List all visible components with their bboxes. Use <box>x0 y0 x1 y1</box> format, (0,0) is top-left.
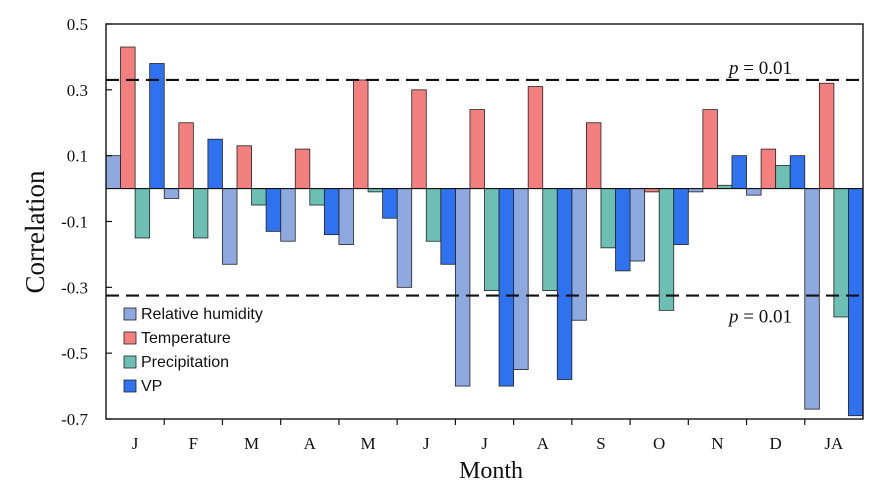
bar-precipitation-2 <box>192 188 209 239</box>
x-tick-label-12: D <box>770 434 782 453</box>
y-tick-label-6: -0.5 <box>61 344 88 363</box>
bar-temperature-12 <box>760 148 777 189</box>
bars-layer <box>105 46 864 417</box>
bar-relative-humidity-3 <box>222 188 238 265</box>
significance-label-value: = 0.01 <box>739 58 792 79</box>
bar-vp-12 <box>789 155 806 189</box>
x-tick-label-3: M <box>244 434 259 453</box>
y-axis-title: Correlation <box>20 170 50 293</box>
bar-precipitation-9 <box>600 188 616 249</box>
bar-relative-humidity-8 <box>513 188 529 371</box>
significance-label-value: = 0.01 <box>739 307 792 328</box>
x-tick-label-11: N <box>711 434 723 453</box>
y-tick-label-1: 0.5 <box>67 15 88 34</box>
bar-vp-13 <box>848 188 864 417</box>
y-tick-label-3: 0.1 <box>67 147 88 166</box>
bar-temperature-4 <box>294 148 311 189</box>
bar-precipitation-4 <box>309 188 325 206</box>
x-tick-label-9: S <box>596 434 605 453</box>
bar-relative-humidity-4 <box>280 188 296 242</box>
bar-temperature-9 <box>586 122 602 189</box>
bar-relative-humidity-1 <box>105 155 121 189</box>
bar-temperature-5 <box>353 79 369 189</box>
legend-label-precipitation: Precipitation <box>141 354 229 371</box>
bar-temperature-3 <box>236 145 252 189</box>
bar-vp-2 <box>207 138 223 189</box>
legend-swatch-precipitation <box>123 355 137 369</box>
bar-precipitation-10 <box>658 188 675 311</box>
bar-temperature-1 <box>120 46 136 189</box>
bar-relative-humidity-5 <box>338 188 354 245</box>
legend-swatch-temperature <box>123 331 137 345</box>
significance-label-symbol: p <box>727 307 739 328</box>
y-tick-label-7: -0.7 <box>61 410 88 429</box>
bar-relative-humidity-7 <box>454 188 471 387</box>
bar-temperature-6 <box>411 89 427 189</box>
x-tick-label-4: A <box>304 434 317 453</box>
bar-precipitation-12 <box>775 165 791 189</box>
significance-label-symbol: p <box>727 58 739 79</box>
axes-layer: 0.50.30.1-0.1-0.3-0.5-0.7J F M A M J J A S O N D JA <box>61 15 864 453</box>
bar-precipitation-1 <box>134 188 151 239</box>
bar-relative-humidity-13 <box>804 188 820 410</box>
bar-precipitation-13 <box>833 188 849 318</box>
x-axis-title: Month <box>459 458 523 484</box>
bar-precipitation-7 <box>484 188 500 292</box>
bar-temperature-7 <box>469 109 485 189</box>
legend-label-relative-humidity: Relative humidity <box>141 306 263 323</box>
bar-temperature-13 <box>818 82 835 189</box>
bar-temperature-2 <box>178 122 194 189</box>
bar-vp-1 <box>149 63 165 189</box>
bar-precipitation-6 <box>425 188 442 242</box>
bar-relative-humidity-2 <box>163 188 180 199</box>
bar-relative-humidity-12 <box>746 188 762 196</box>
bar-vp-3 <box>265 188 282 232</box>
x-tick-label-6: J <box>423 434 430 453</box>
x-tick-label-10: O <box>653 434 665 453</box>
x-tick-label-1: J <box>132 434 139 453</box>
bar-precipitation-3 <box>251 188 267 206</box>
bar-vp-5 <box>382 188 398 219</box>
legend-label-temperature: Temperature <box>141 330 231 347</box>
legend-label-vp: VP <box>141 378 162 395</box>
bar-vp-9 <box>615 188 631 272</box>
x-tick-label-2: F <box>189 434 198 453</box>
bar-vp-10 <box>673 188 689 245</box>
bar-vp-7 <box>498 188 515 387</box>
reference-lines-layer: p = 0.01p = 0.01 <box>106 58 863 328</box>
bar-vp-8 <box>556 188 573 380</box>
bar-vp-6 <box>440 188 456 265</box>
x-tick-label-5: M <box>360 434 375 453</box>
bar-relative-humidity-10 <box>629 188 646 262</box>
x-tick-label-13: JA <box>824 434 844 453</box>
x-tick-label-8: A <box>537 434 550 453</box>
bar-vp-4 <box>323 188 340 236</box>
bar-temperature-8 <box>527 86 544 189</box>
y-tick-label-5: -0.3 <box>61 278 88 297</box>
y-tick-label-4: -0.1 <box>61 213 88 232</box>
legend: Relative humidity Temperature Precipitatio… <box>123 306 263 395</box>
bar-vp-11 <box>731 155 747 189</box>
y-tick-label-2: 0.3 <box>67 81 88 100</box>
legend-swatch-relative-humidity <box>123 307 137 321</box>
x-tick-label-7: J <box>481 434 488 453</box>
bar-relative-humidity-6 <box>396 188 413 288</box>
significance-label-2: p = 0.01 <box>727 307 792 328</box>
significance-label-1: p = 0.01 <box>727 58 792 79</box>
bar-temperature-11 <box>702 109 718 189</box>
legend-swatch-vp <box>123 379 137 393</box>
bar-relative-humidity-9 <box>571 188 587 321</box>
bar-precipitation-8 <box>542 188 558 292</box>
